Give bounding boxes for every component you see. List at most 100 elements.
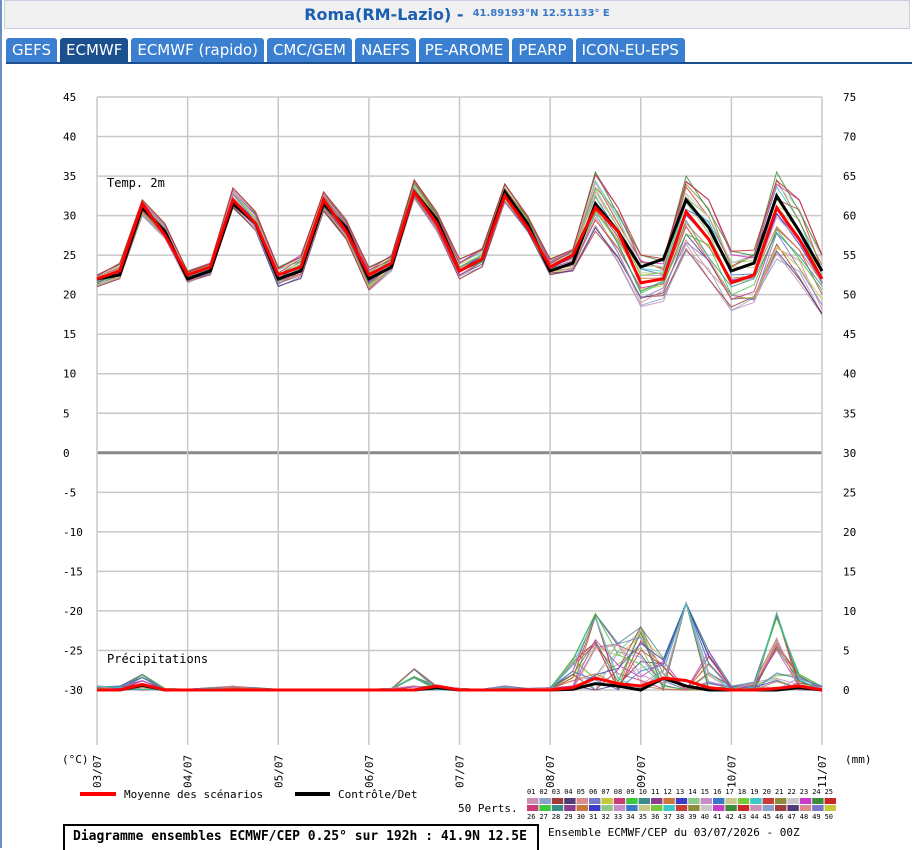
legend-member-number: 17 <box>725 788 733 796</box>
legend-member-number: 04 <box>564 788 572 796</box>
legend-member-number: 35 <box>639 813 647 821</box>
legend-member-number: 27 <box>539 813 547 821</box>
tab-cmc-gem[interactable]: CMC/GEM <box>266 38 352 63</box>
legend-member-swatch <box>799 798 812 804</box>
y-left-tick-label: 20 <box>63 289 76 302</box>
legend-member-number: 38 <box>676 813 684 821</box>
y-left-tick-label: 30 <box>63 210 76 223</box>
legend-member-number: 03 <box>552 788 560 796</box>
legend-member-number: 25 <box>825 788 833 796</box>
legend-member-swatch <box>700 798 712 804</box>
run-info: Ensemble ECMWF/CEP du 03/07/2026 - 00Z <box>548 826 800 839</box>
legend-member-swatch <box>775 798 787 804</box>
legend-member-number: 40 <box>701 813 709 821</box>
legend-member-number: 12 <box>663 788 671 796</box>
legend-member-number: 32 <box>601 813 609 821</box>
x-tick-label: 04/07 <box>182 755 195 788</box>
legend-member-number: 19 <box>750 788 758 796</box>
legend-member-swatch <box>663 798 675 804</box>
y-left-tick-label: -10 <box>63 526 83 539</box>
legend-member-swatch <box>527 805 539 811</box>
y-left-tick-label: -30 <box>63 684 83 697</box>
legend-member-number: 36 <box>651 813 659 821</box>
legend-member-swatch <box>601 798 613 804</box>
legend-member-swatch <box>762 798 774 804</box>
legend-member-number: 42 <box>725 813 733 821</box>
y-left-tick-label: 10 <box>63 368 76 381</box>
legend-member-number: 29 <box>564 813 572 821</box>
legend-member-number: 30 <box>577 813 585 821</box>
y-left-tick-label: 15 <box>63 328 76 341</box>
y-right-tick-label: 45 <box>843 328 856 341</box>
legend-member-swatch <box>750 798 762 804</box>
legend-member-swatch <box>737 805 750 811</box>
location-name: Roma(RM-Lazio) - <box>304 5 464 24</box>
legend-member-swatch <box>601 805 613 811</box>
legend-member-swatch <box>688 798 700 804</box>
legend-member-number: 45 <box>763 813 771 821</box>
y-left-tick-label: 0 <box>63 447 70 460</box>
legend-member-swatch <box>551 798 564 804</box>
y-left-tick-label: -15 <box>63 565 83 578</box>
legend-member-number: 39 <box>688 813 696 821</box>
legend-member-number: 34 <box>626 813 634 821</box>
legend-member-number: 18 <box>738 788 746 796</box>
legend-member-swatch <box>713 805 725 811</box>
y-right-tick-label: 65 <box>843 170 856 183</box>
legend-member-number: 31 <box>589 813 597 821</box>
legend-member-swatch <box>762 805 774 811</box>
y-right-tick-label: 5 <box>843 644 850 657</box>
y-right-tick-label: 30 <box>843 447 856 460</box>
x-tick-label: 08/07 <box>544 755 557 788</box>
legend-member-swatch <box>675 805 688 811</box>
legend-member-swatch <box>812 798 824 804</box>
legend-member-number: 46 <box>775 813 783 821</box>
legend-member-number: 21 <box>775 788 783 796</box>
tab-pe-arome[interactable]: PE-AROME <box>418 38 510 63</box>
legend-member-swatch <box>713 798 725 804</box>
tab-icon-eu-eps[interactable]: ICON-EU-EPS <box>575 38 685 63</box>
legend-member-swatch <box>638 798 650 804</box>
legend-member-swatch <box>663 805 675 811</box>
legend-member-number: 33 <box>614 813 622 821</box>
legend-member-number: 22 <box>787 788 795 796</box>
y-left-tick-label: 25 <box>63 249 76 262</box>
y-right-tick-label: 50 <box>843 289 856 302</box>
temperature-label: Temp. 2m <box>107 176 165 190</box>
y-left-tick-label: -5 <box>63 486 76 499</box>
tab-gefs[interactable]: GEFS <box>6 38 57 63</box>
legend-member-swatch <box>725 805 737 811</box>
legend-member-swatch <box>688 805 700 811</box>
x-tick-label: 05/07 <box>272 755 285 788</box>
tab-ecmwf-rapido[interactable]: ECMWF (rapido) <box>131 38 264 63</box>
legend-member-number: 50 <box>825 813 833 821</box>
tab-underline <box>6 62 912 64</box>
y-right-tick-label: 75 <box>843 91 856 104</box>
legend-member-swatch <box>564 798 576 804</box>
x-tick-label: 10/07 <box>725 755 738 788</box>
left-unit-label: (°C) <box>62 753 89 766</box>
tab-naefs[interactable]: NAEFS <box>354 38 416 63</box>
legend-member-number: 07 <box>601 788 609 796</box>
legend-member-swatch <box>824 805 836 811</box>
legend-member-swatch <box>613 805 626 811</box>
legend-member-swatch <box>651 798 663 804</box>
precipitation-label: Précipitations <box>107 652 208 666</box>
legend-member-number: 14 <box>688 788 696 796</box>
legend-member-swatch <box>799 805 812 811</box>
y-left-tick-label: 45 <box>63 91 76 104</box>
legend-members-label: 50 Perts. <box>458 802 518 815</box>
tab-ecmwf[interactable]: ECMWF <box>60 38 129 63</box>
y-right-tick-label: 15 <box>843 565 856 578</box>
x-tick-label: 11/07 <box>816 755 829 788</box>
legend-member-number: 49 <box>812 813 820 821</box>
tab-pearp[interactable]: PEARP <box>512 38 573 63</box>
legend-member-swatch <box>638 805 650 811</box>
y-left-tick-label: 35 <box>63 170 76 183</box>
legend-member-swatch <box>775 805 787 811</box>
legend-member-swatch <box>750 805 762 811</box>
y-right-tick-label: 20 <box>843 526 856 539</box>
legend-member-number: 06 <box>589 788 597 796</box>
